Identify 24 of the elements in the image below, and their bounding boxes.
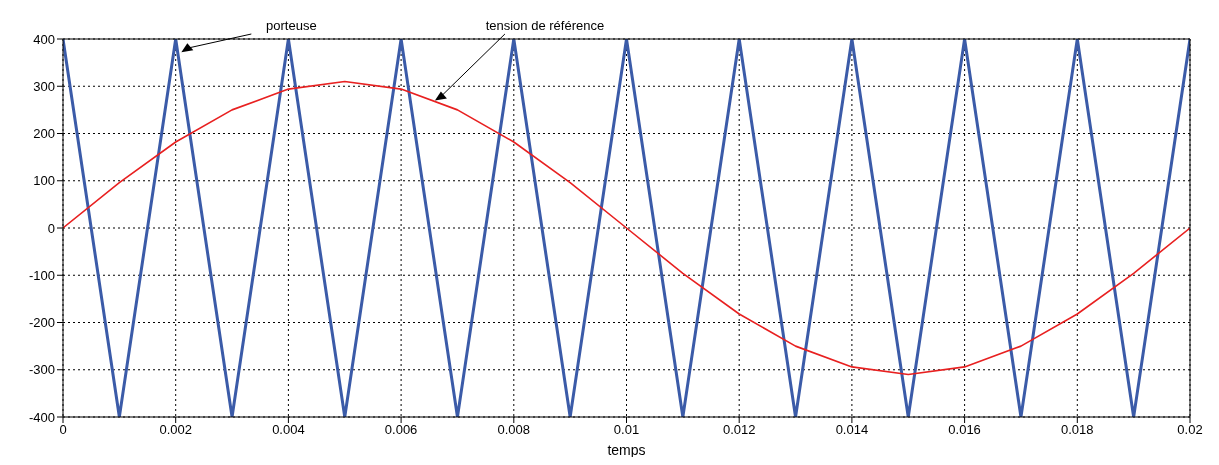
y-tick-label: -100 xyxy=(28,267,55,283)
y-tick-label: 300 xyxy=(33,78,55,94)
x-axis-title: temps xyxy=(607,442,646,458)
y-tick-label: 200 xyxy=(33,126,55,142)
line-series xyxy=(63,80,1190,376)
x-tick-label: 0.012 xyxy=(722,422,756,438)
x-tick-label: 0.018 xyxy=(1061,422,1094,438)
x-tick-label: 0.004 xyxy=(272,422,305,438)
y-tick-label: 100 xyxy=(33,173,55,189)
x-tick-label: 0.006 xyxy=(384,422,418,438)
x-tick-label: 0.01 xyxy=(613,422,640,438)
x-tick-label: 0 xyxy=(59,422,67,438)
annotation: tension de référence xyxy=(485,18,605,33)
annotation: porteuse xyxy=(266,18,317,33)
x-tick-label: 0.002 xyxy=(159,422,192,438)
x-tick-label: 0.02 xyxy=(1177,422,1203,438)
x-tick-label: 0.014 xyxy=(835,422,869,438)
x-tick-label: 0.008 xyxy=(497,422,531,438)
y-tick-label: -300 xyxy=(28,362,55,378)
y-tick-label: -400 xyxy=(28,409,55,425)
y-tick-label: 400 xyxy=(33,31,55,47)
y-tick-label: 0 xyxy=(47,220,55,236)
y-tick-label: -200 xyxy=(28,315,55,331)
x-tick-label: 0.016 xyxy=(948,422,981,438)
